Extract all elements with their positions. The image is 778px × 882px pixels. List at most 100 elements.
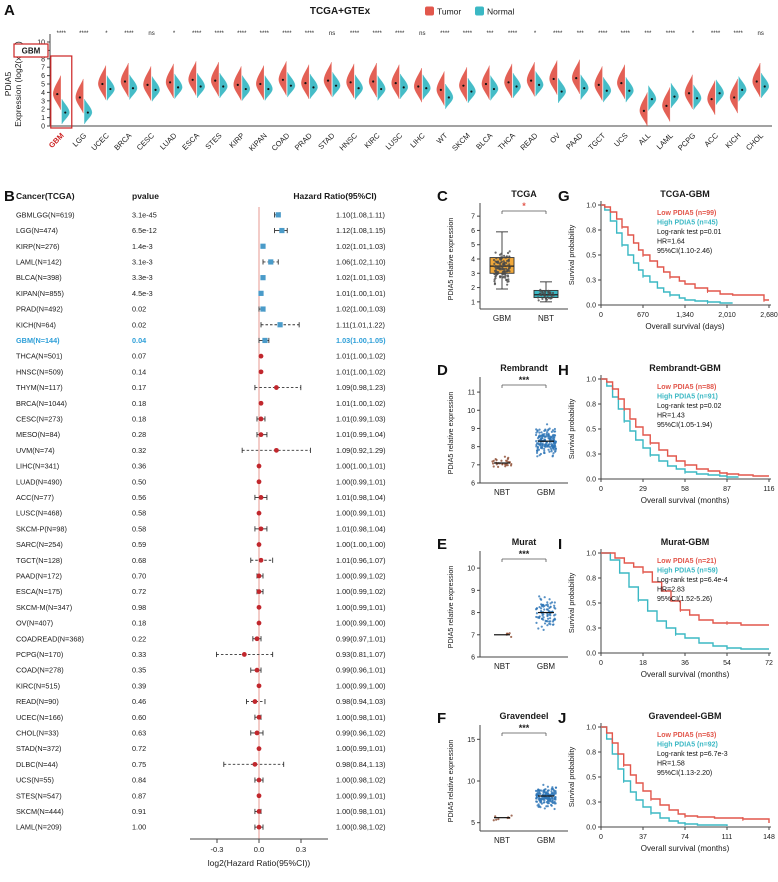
data-point: [550, 791, 553, 795]
x-tick-label: 1,340: [676, 312, 694, 319]
y-tick-label: 0.0: [586, 303, 596, 310]
panel-i-murat-km-curve: Murat-GBM 0.0 0.3 0.5 0.8 1.0 0 18 36 54 72 Overall…: [567, 537, 773, 679]
data-point: [506, 264, 509, 267]
data-point: [541, 434, 544, 437]
group-label: NBT: [538, 314, 554, 323]
violin-half: [481, 65, 490, 100]
forest-row-hrtext: 1.00(0.99,1.01): [336, 509, 386, 518]
significance-mark: ns: [329, 31, 335, 37]
forest-row-name: READ(N=90): [16, 697, 59, 706]
data-point: [539, 609, 543, 613]
median-dot-normal: [380, 87, 383, 91]
median-dot-tumor: [552, 77, 555, 81]
x-axis-label: Overall survival (months): [641, 496, 730, 505]
forest-row-pvalue: 0.59: [132, 540, 146, 549]
data-point: [501, 256, 504, 259]
hr-point: [274, 385, 279, 390]
data-point: [547, 448, 550, 451]
data-point: [534, 433, 538, 437]
data-point: [550, 804, 553, 807]
x-category-label: STAD: [316, 131, 337, 152]
y-tick-label: 1: [41, 115, 45, 122]
x-tick-label: 0: [599, 834, 603, 841]
significance-mark: ****: [124, 31, 134, 37]
forest-row-pvalue: 0.84: [132, 776, 146, 785]
hr-point: [256, 746, 262, 752]
data-point: [543, 449, 546, 452]
data-point: [554, 789, 557, 793]
x-tick-label: 0.0: [254, 845, 264, 854]
y-tick-label: 10: [467, 779, 475, 786]
median-dot-tumor: [281, 78, 285, 81]
data-point: [546, 617, 550, 620]
forest-row-hrtext: 1.01(1.00,1.02): [336, 399, 386, 408]
forest-row-pvalue: 0.58: [132, 524, 146, 533]
forest-row-name: PRAD(N=492): [16, 305, 63, 314]
significance-mark: ****: [305, 31, 315, 37]
legend-label: Tumor: [437, 7, 461, 17]
data-point: [543, 294, 546, 297]
median-dot-tumor: [191, 78, 194, 81]
data-point: [538, 804, 541, 808]
x-category-label: LIHC: [408, 131, 427, 150]
data-point: [554, 792, 557, 795]
hr-point: [258, 526, 264, 532]
median-dot-normal: [86, 111, 89, 114]
forest-row-hrtext: 0.99(0.96,1.01): [336, 666, 386, 675]
forest-row-pvalue: 0.07: [132, 352, 146, 361]
data-point: [498, 262, 501, 265]
data-point: [540, 625, 543, 628]
x-tick-label: 116: [763, 486, 774, 493]
data-point: [548, 427, 551, 430]
y-tick-label: 6: [471, 655, 475, 662]
x-category-label: CESC: [135, 131, 157, 153]
hr-point-significant: [268, 259, 274, 265]
significance-mark: ns: [419, 31, 425, 37]
data-point: [550, 601, 554, 604]
significance-mark: ***: [519, 723, 530, 733]
forest-row-name: OV(N=407): [16, 619, 53, 628]
forest-row-pvalue: 0.02: [132, 305, 146, 314]
y-tick-label: 0.8: [586, 576, 596, 583]
data-point: [540, 598, 543, 601]
data-point: [549, 297, 552, 300]
data-point: [548, 450, 551, 453]
median-dot-tumor: [168, 81, 172, 84]
data-point: [536, 429, 539, 432]
y-axis-label: PDIA5 relative expression: [446, 566, 455, 649]
significance-mark: ****: [282, 31, 292, 37]
data-point: [551, 429, 555, 432]
data-point: [546, 608, 549, 611]
significance-mark: ****: [440, 31, 450, 37]
panel-title: Gravendeel: [499, 711, 548, 721]
data-point: [547, 437, 550, 440]
km-stat-text: HR=1.58: [657, 761, 685, 768]
data-point: [506, 464, 509, 467]
violin-half: [459, 67, 467, 102]
violin-half: [414, 67, 422, 103]
y-tick-label: 7: [471, 462, 475, 469]
forest-row-name: KIRP(N=276): [16, 242, 60, 251]
data-point: [541, 297, 544, 300]
hr-point: [256, 463, 262, 469]
significance-mark: ***: [644, 31, 652, 37]
data-point: [492, 258, 496, 262]
median-dot-normal: [695, 97, 699, 100]
median-dot-normal: [515, 85, 518, 88]
median-dot-normal: [583, 87, 586, 90]
significance-mark: ****: [553, 31, 563, 37]
y-tick-label: 2: [41, 107, 45, 114]
data-point: [550, 448, 553, 451]
y-tick-label: 9: [471, 426, 475, 433]
significance-mark: ns: [758, 31, 764, 37]
data-point: [508, 255, 511, 258]
data-point: [542, 628, 545, 631]
km-legend-label: Low PDIA5 (n=63): [657, 732, 716, 739]
median-dot-normal: [131, 87, 135, 90]
panel-label-b: B: [4, 188, 15, 205]
significance-mark: ****: [666, 31, 676, 37]
data-point: [551, 801, 554, 805]
panel-label-g: G: [558, 188, 570, 205]
y-axis-label: PDIA5 relative expression: [446, 218, 455, 301]
violin-half: [165, 63, 174, 99]
